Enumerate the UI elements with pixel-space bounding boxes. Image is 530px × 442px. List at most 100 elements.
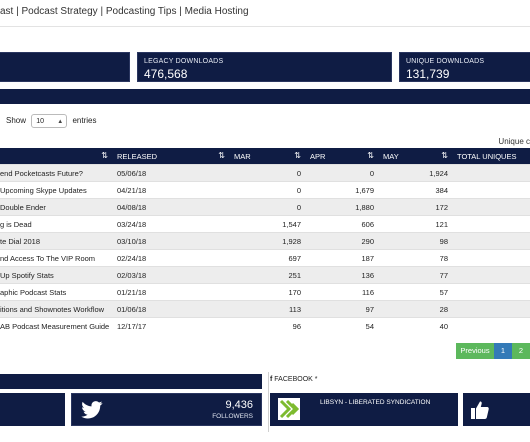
libsyn-page-box[interactable]: LIBSYN - LIBERATED SYNDICATION [270, 393, 458, 426]
mar-cell: 251 [230, 266, 306, 284]
mar-cell: 1,928 [230, 232, 306, 250]
released-cell: 12/17/17 [113, 317, 230, 334]
column-header-released[interactable]: RELEASED ⇅ [113, 148, 230, 165]
twitter-box[interactable]: 9,436 FOLLOWERS [71, 393, 262, 426]
column-header-total-uniques[interactable]: TOTAL UNIQUES [453, 148, 530, 165]
mar-cell: 1,547 [230, 215, 306, 233]
mar-cell: 96 [230, 317, 306, 334]
episode-title-cell[interactable]: g is Dead [0, 215, 113, 233]
column-header-mar[interactable]: MAR ⇅ [230, 148, 306, 165]
table-row: Upcoming Skype Updates 04/21/18 0 1,679 … [0, 181, 530, 199]
previous-button[interactable]: Previous [456, 343, 494, 359]
twitter-followers-label: FOLLOWERS [212, 413, 253, 420]
episode-title-cell[interactable]: end Pocketcasts Future? [0, 164, 113, 182]
column-header-apr[interactable]: APR ⇅ [306, 148, 379, 165]
nav-separator: | [100, 6, 104, 17]
social-header-bar [0, 374, 262, 389]
table-row: end Pocketcasts Future? 05/06/18 0 0 1,9… [0, 164, 530, 182]
nav-item-podcasting-tips[interactable]: Podcasting Tips [105, 6, 177, 17]
episode-title-cell[interactable]: AB Podcast Measurement Guide [0, 317, 113, 334]
table-row: Up Spotify Stats 02/03/18 251 136 77 [0, 266, 530, 284]
social-box-partial [0, 393, 65, 426]
released-cell: 04/21/18 [113, 181, 230, 199]
show-label: Show [6, 116, 27, 126]
table-row: nd Access To The VIP Room 02/24/18 697 1… [0, 249, 530, 267]
stat-box-legacy-downloads: LEGACY DOWNLOADS 476,568 [137, 52, 392, 82]
sort-icon: ⇅ [441, 151, 448, 160]
episode-title-cell[interactable]: aphic Podcast Stats [0, 283, 113, 301]
nav-separator: | [16, 6, 19, 17]
libsyn-label: LIBSYN - LIBERATED SYNDICATION [320, 399, 431, 406]
may-cell: 121 [379, 215, 453, 233]
may-cell: 77 [379, 266, 453, 284]
nav-item-podcast-strategy[interactable]: Podcast Strategy [21, 6, 98, 17]
top-navigation: ast | Podcast Strategy | Podcasting Tips… [0, 6, 249, 17]
facebook-divider [268, 372, 269, 432]
entries-select[interactable]: 10 ▲ [31, 114, 68, 128]
table-row: itions and Shownotes Workflow 01/06/18 1… [0, 300, 530, 318]
column-header-episode[interactable]: ⇅ [0, 148, 113, 165]
libsyn-logo-icon [278, 398, 300, 420]
episode-title-cell[interactable]: itions and Shownotes Workflow [0, 300, 113, 318]
entries-label: entries [72, 116, 97, 126]
released-cell: 01/06/18 [113, 300, 230, 318]
total-uniques-cell [453, 232, 530, 250]
page-1-button[interactable]: 1 [494, 343, 512, 359]
episode-title-cell[interactable]: Double Ender [0, 198, 113, 216]
released-cell: 03/24/18 [113, 215, 230, 233]
total-uniques-cell [453, 249, 530, 267]
sort-icon: ⇅ [294, 151, 301, 160]
may-cell: 57 [379, 283, 453, 301]
page-2-button[interactable]: 2 [512, 343, 530, 359]
apr-cell: 0 [306, 164, 379, 182]
episode-title-cell[interactable]: Up Spotify Stats [0, 266, 113, 284]
sort-icon: ⇅ [101, 151, 108, 160]
may-cell: 384 [379, 181, 453, 199]
nav-item-media-hosting[interactable]: Media Hosting [184, 6, 249, 17]
table-row: g is Dead 03/24/18 1,547 606 121 [0, 215, 530, 233]
unique-column-heading: Unique c [498, 137, 530, 146]
stat-value: 131,739 [406, 67, 450, 81]
released-cell: 01/21/18 [113, 283, 230, 301]
mar-cell: 113 [230, 300, 306, 318]
episode-title-cell[interactable]: nd Access To The VIP Room [0, 249, 113, 267]
sort-icon: ⇅ [218, 151, 225, 160]
mar-cell: 0 [230, 181, 306, 199]
released-cell: 03/10/18 [113, 232, 230, 250]
apr-cell: 187 [306, 249, 379, 267]
released-cell: 04/08/18 [113, 198, 230, 216]
select-caret-icon: ▲ [57, 119, 64, 125]
total-uniques-cell [453, 181, 530, 199]
released-cell: 02/03/18 [113, 266, 230, 284]
stat-label: LEGACY DOWNLOADS [144, 58, 224, 65]
total-uniques-cell [453, 164, 530, 182]
may-cell: 78 [379, 249, 453, 267]
facebook-like-box[interactable] [463, 393, 530, 426]
twitter-follower-count: 9,436 [225, 399, 253, 411]
mar-cell: 170 [230, 283, 306, 301]
facebook-heading-label: FACEBOOK * [274, 376, 318, 383]
nav-separator: | [179, 6, 182, 17]
total-uniques-cell [453, 266, 530, 284]
may-cell: 172 [379, 198, 453, 216]
facebook-heading: f FACEBOOK * [270, 376, 317, 383]
total-uniques-cell [453, 283, 530, 301]
apr-cell: 1,880 [306, 198, 379, 216]
table-row: aphic Podcast Stats 01/21/18 170 116 57 [0, 283, 530, 301]
stat-box-unique-downloads: UNIQUE DOWNLOADS 131,739 [399, 52, 530, 82]
table-row: AB Podcast Measurement Guide 12/17/17 96… [0, 317, 530, 334]
episode-title-cell[interactable]: te Dial 2018 [0, 232, 113, 250]
may-cell: 28 [379, 300, 453, 318]
apr-cell: 116 [306, 283, 379, 301]
nav-item-cast[interactable]: ast [0, 6, 14, 17]
stat-label: UNIQUE DOWNLOADS [406, 58, 485, 65]
total-uniques-cell [453, 198, 530, 216]
column-header-may[interactable]: MAY ⇅ [379, 148, 453, 165]
facebook-icon: f [270, 376, 273, 383]
table-header-row: ⇅ RELEASED ⇅ MAR ⇅ APR ⇅ MAY ⇅ TOTAL UNIQUES [0, 148, 530, 165]
total-uniques-cell [453, 317, 530, 334]
apr-cell: 290 [306, 232, 379, 250]
episode-title-cell[interactable]: Upcoming Skype Updates [0, 181, 113, 199]
total-uniques-cell [453, 215, 530, 233]
released-cell: 05/06/18 [113, 164, 230, 182]
